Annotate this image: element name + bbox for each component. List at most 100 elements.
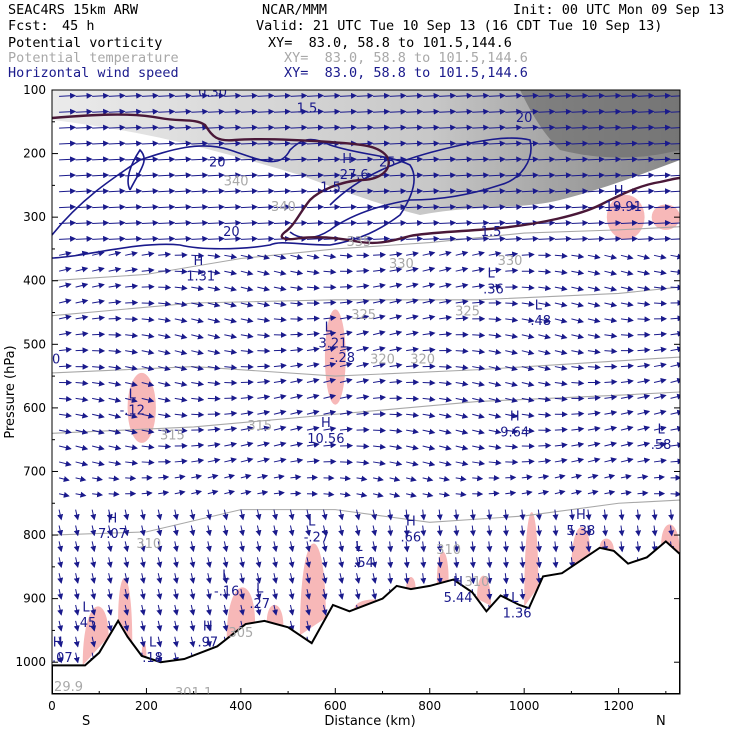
wind-vector (57, 525, 64, 537)
wind-vector (637, 409, 651, 416)
wind-vector (571, 473, 583, 480)
wind-vector (637, 457, 651, 464)
wind-vector (339, 314, 353, 321)
wind-vector (240, 172, 258, 179)
wind-vector (174, 381, 188, 387)
wind-vector (538, 156, 556, 163)
wind-vector (571, 441, 585, 448)
wind-vector (75, 108, 93, 115)
wind-vector (538, 474, 550, 480)
wind-vector (587, 394, 601, 401)
wind-vector (338, 557, 345, 569)
wind-vector (356, 267, 370, 274)
wind-vector (288, 588, 295, 600)
wind-vector (420, 509, 427, 521)
wind-vector (240, 92, 258, 99)
wind-vector (670, 330, 680, 337)
wind-vector (306, 458, 320, 465)
wind-vector (73, 525, 80, 537)
wind-vector (552, 509, 559, 521)
wind-contour-label: 20 (223, 225, 240, 240)
wind-vector (156, 509, 163, 521)
wind-vector (123, 588, 130, 600)
wind-vector (272, 573, 278, 584)
wind-vector (323, 268, 337, 275)
wind-vector (340, 219, 358, 226)
wind-vector (535, 509, 542, 521)
extremum-label: 3.21 (318, 336, 347, 351)
extremum-label: 310 (136, 537, 161, 552)
wind-vector (92, 235, 110, 242)
wind-vector (406, 219, 424, 226)
wind-vector (389, 378, 403, 385)
wind-vector (620, 473, 632, 480)
wind-vector (670, 190, 680, 193)
wind-vector (587, 124, 605, 131)
wind-vector (356, 378, 370, 384)
wind-vector (222, 525, 229, 537)
wind-vector (106, 557, 113, 569)
wind-vector (174, 317, 188, 324)
wind-vector (571, 333, 585, 340)
wind-vector (323, 346, 337, 353)
wind-vector (273, 425, 287, 432)
wind-vector (338, 525, 345, 537)
wind-vector (240, 301, 254, 308)
wind-vector (255, 557, 262, 569)
wind-vector (521, 156, 539, 163)
wind-vector (571, 156, 589, 163)
wind-vector (240, 124, 258, 131)
wind-vector (521, 427, 535, 434)
wind-vector (158, 396, 171, 403)
wind-vector (57, 620, 64, 632)
wind-vector (637, 92, 655, 99)
wind-vector (389, 476, 401, 482)
wind-vector (453, 509, 460, 521)
wind-vector (587, 269, 601, 276)
wind-vector (172, 525, 179, 537)
wind-vector (207, 364, 221, 371)
wind-vector (356, 394, 370, 401)
extremum-label: L (129, 387, 137, 402)
wind-vector (587, 473, 599, 480)
wind-vector (406, 204, 424, 211)
wind-vector (222, 509, 229, 521)
wind-vector (57, 573, 64, 584)
extremum-label: L (222, 569, 230, 584)
wind-vector (488, 172, 506, 179)
wind-vector (224, 410, 238, 417)
wind-vector (340, 108, 358, 115)
extremum-label: H (614, 184, 624, 199)
wind-vector (569, 509, 575, 521)
y-tick-label: 900 (23, 592, 46, 606)
wind-vector (488, 219, 506, 226)
wind-vector (389, 124, 407, 131)
wind-vector (172, 557, 179, 569)
wind-vector (521, 381, 535, 387)
wind-vector (587, 489, 599, 496)
wind-vector (604, 188, 622, 195)
wind-vector (637, 393, 651, 400)
wind-vector (90, 620, 97, 632)
wind-vector (174, 172, 192, 179)
wind-vector (239, 525, 245, 537)
wind-vector (505, 108, 523, 115)
extremum-label: 10 (44, 352, 61, 367)
wind-vector (257, 204, 275, 211)
wind-vector (139, 525, 146, 537)
wind-vector (472, 381, 485, 387)
wind-vector (406, 188, 424, 195)
wind-vector (108, 124, 126, 131)
wind-vector (141, 459, 155, 466)
wind-vector (224, 140, 242, 147)
wind-vector (406, 362, 420, 369)
wind-vector (505, 381, 518, 388)
wind-vector (554, 426, 568, 433)
wind-vector (290, 441, 304, 448)
wind-vector (75, 188, 93, 195)
wind-vector (604, 140, 622, 147)
wind-vector (389, 282, 403, 289)
wind-vector (340, 92, 358, 99)
wind-vector (372, 314, 386, 321)
jet-core-shading (520, 90, 680, 158)
